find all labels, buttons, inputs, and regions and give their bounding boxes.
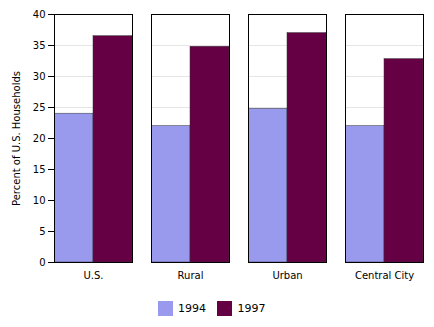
svg-text:30: 30 xyxy=(33,71,46,82)
html-text:1994: 1994 xyxy=(178,302,206,315)
svg-text:20: 20 xyxy=(33,133,46,144)
svg-text:40: 40 xyxy=(33,9,46,20)
svg-text:0: 0 xyxy=(39,257,45,268)
svg-text:10: 10 xyxy=(33,195,46,206)
svg-text:5: 5 xyxy=(39,226,45,237)
svg-text:U.S.: U.S. xyxy=(83,270,103,281)
svg-text:Percent of U.S. Households: Percent of U.S. Households xyxy=(11,71,22,206)
svg-text:Urban: Urban xyxy=(272,270,302,281)
svg-text:Central City: Central City xyxy=(355,270,414,281)
html-text:1997: 1997 xyxy=(237,302,266,315)
svg-text:15: 15 xyxy=(33,164,46,175)
svg-text:35: 35 xyxy=(33,40,46,51)
svg-text:Rural: Rural xyxy=(178,270,204,281)
svg-text:25: 25 xyxy=(33,102,46,113)
